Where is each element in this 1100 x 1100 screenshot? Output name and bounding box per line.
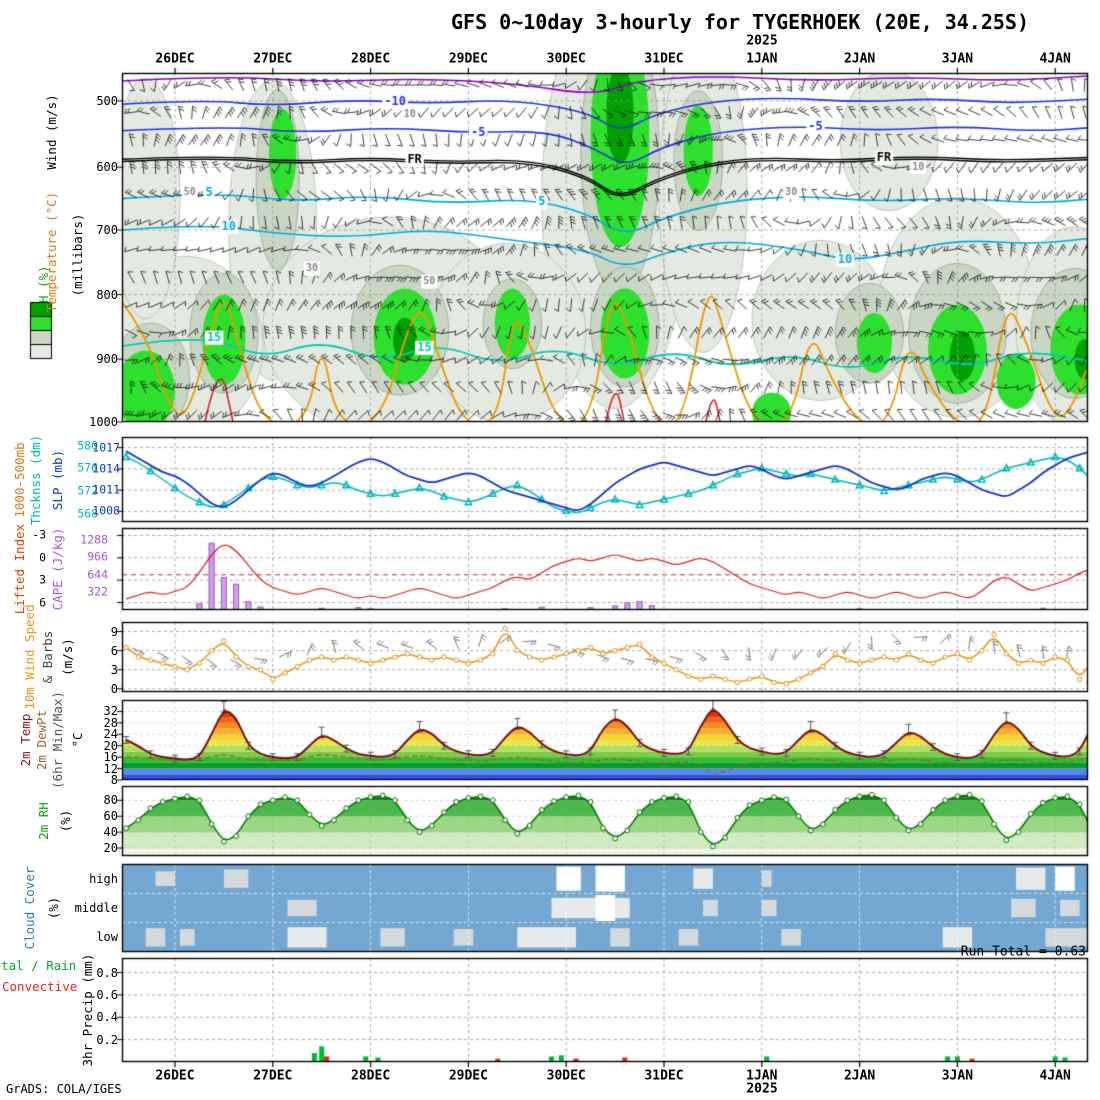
precip-legend-rain: Total / Rain xyxy=(0,958,77,973)
chart-title: GFS 0~10day 3-hourly for TYGERHOEK (20E,… xyxy=(451,10,1029,34)
precip-legend-convective: Convective xyxy=(2,979,78,994)
year-label-bottom: 2025 xyxy=(746,1081,778,1097)
year-label-top: 2025 xyxy=(746,33,778,49)
credit: GrADS: COLA/IGES xyxy=(6,1082,122,1096)
run-total-label: Run Total = 0.63 xyxy=(960,944,1086,960)
